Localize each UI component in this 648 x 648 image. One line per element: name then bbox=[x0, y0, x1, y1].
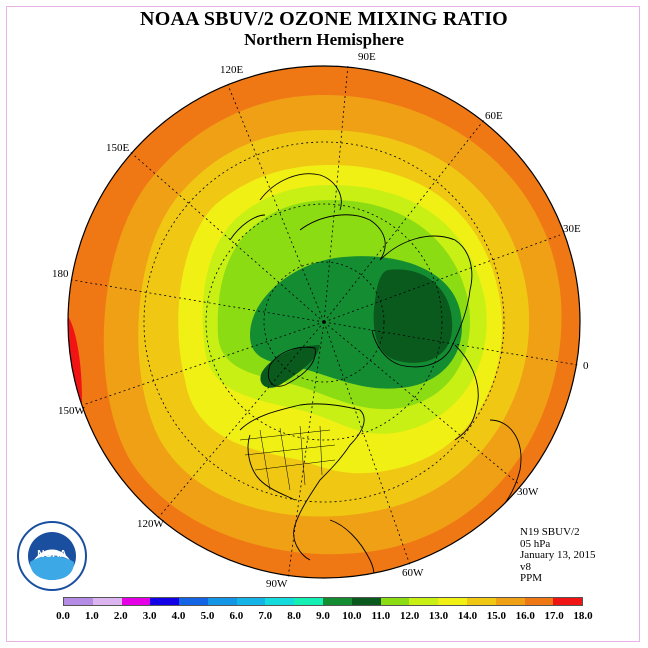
colorbar-tick-label: 10.0 bbox=[342, 610, 362, 622]
colorbar-swatch bbox=[380, 598, 410, 605]
colorbar-tick-label: 6.0 bbox=[229, 610, 244, 622]
colorbar-swatch bbox=[323, 598, 352, 605]
colorbar-swatch bbox=[294, 598, 324, 605]
colorbar-swatch bbox=[121, 598, 151, 605]
colorbar-swatch bbox=[409, 598, 439, 605]
colorbar-swatch bbox=[150, 598, 180, 605]
colorbar-tick-label: 8.0 bbox=[287, 610, 301, 622]
graticule bbox=[71, 64, 579, 579]
lon-label-90e: 90E bbox=[358, 51, 376, 63]
north-america-outline bbox=[239, 403, 365, 561]
lon-label-90w: 90W bbox=[266, 578, 288, 590]
colorbar-tick-label: 18.0 bbox=[573, 610, 593, 622]
info-version: v8 bbox=[520, 560, 531, 573]
colorbar-tick-label: 2.0 bbox=[113, 610, 128, 622]
map-boundary bbox=[67, 65, 581, 579]
ozone-max-arctic bbox=[260, 345, 320, 388]
colorbar bbox=[63, 597, 583, 606]
lon-label-30e: 30E bbox=[563, 223, 581, 235]
colorbar-swatch bbox=[236, 598, 266, 605]
ozone-max-eurasia bbox=[373, 269, 453, 363]
colorbar-tick-label: 7.0 bbox=[258, 610, 273, 622]
logo-text: NOAA bbox=[37, 549, 66, 560]
eurasia-outline bbox=[299, 214, 473, 368]
south-america-outline bbox=[329, 519, 375, 578]
figure-frame bbox=[6, 6, 640, 642]
colorbar-swatch bbox=[207, 598, 237, 605]
ozone-band-16-17 bbox=[68, 310, 82, 490]
europe-outline bbox=[454, 344, 479, 441]
colorbar-tick-label: 15.0 bbox=[486, 610, 506, 622]
info-level: 05 hPa bbox=[520, 537, 551, 550]
colorbar-swatch bbox=[553, 598, 583, 605]
lon-label-180: 180 bbox=[52, 268, 69, 280]
lon-label-60w: 60W bbox=[402, 567, 424, 579]
colorbar-swatch bbox=[495, 598, 525, 605]
map-subtitle: Northern Hemisphere bbox=[244, 30, 404, 49]
colorbar-swatch bbox=[466, 598, 496, 605]
colorbar-tick-label: 3.0 bbox=[142, 610, 157, 622]
colorbar-ticks: 0.0 1.0 2.0 3.0 4.0 5.0 6.0 7.0 8.0 9.0 10.0 11.0 12… bbox=[56, 610, 593, 624]
colorbar-tick-label: 16.0 bbox=[515, 610, 535, 622]
colorbar-tick-label: 0.0 bbox=[56, 610, 70, 622]
lon-label-30w: 30W bbox=[517, 486, 539, 498]
colorbar-tick-label: 17.0 bbox=[544, 610, 564, 622]
colorbar-swatch bbox=[64, 598, 93, 605]
colorbar-tick-label: 12.0 bbox=[400, 610, 420, 622]
noaa-logo-icon: NOAA bbox=[17, 521, 87, 591]
info-satellite: N19 SBUV/2 bbox=[520, 526, 580, 538]
asia-east-outline bbox=[229, 173, 342, 241]
colorbar-tick-label: 9.0 bbox=[316, 610, 330, 622]
greenland-outline bbox=[267, 346, 316, 387]
lon-label-120w: 120W bbox=[137, 518, 164, 530]
colorbar-tick-label: 11.0 bbox=[371, 610, 391, 622]
lon-label-0: 0 bbox=[583, 360, 589, 372]
info-date: January 13, 2015 bbox=[520, 549, 596, 562]
colorbar-tick-label: 4.0 bbox=[171, 610, 186, 622]
map-title: NOAA SBUV/2 OZONE MIXING RATIO bbox=[140, 8, 508, 30]
colorbar-swatch bbox=[265, 598, 295, 605]
colorbar-tick-label: 5.0 bbox=[200, 610, 215, 622]
political-borders bbox=[239, 425, 336, 491]
info-units: PPM bbox=[520, 572, 543, 585]
colorbar-swatch bbox=[179, 598, 208, 605]
colorbar-swatch bbox=[92, 598, 122, 605]
colorbar-swatch bbox=[438, 598, 467, 605]
colorbar-tick-label: 14.0 bbox=[457, 610, 478, 622]
coastlines bbox=[229, 173, 522, 578]
colorbar-tick-label: 1.0 bbox=[85, 610, 99, 622]
lon-label-60e: 60E bbox=[485, 110, 503, 122]
lon-label-150w: 150W bbox=[58, 405, 85, 417]
lon-label-150e: 150E bbox=[106, 142, 130, 154]
colorbar-swatch bbox=[524, 598, 554, 605]
dataset-info: N19 SBUV/2 05 hPa January 13, 2015 v8 PP… bbox=[520, 526, 596, 585]
colorbar-swatch bbox=[351, 598, 381, 605]
lon-label-120e: 120E bbox=[220, 64, 244, 76]
colorbar-tick-label: 13.0 bbox=[428, 610, 449, 622]
